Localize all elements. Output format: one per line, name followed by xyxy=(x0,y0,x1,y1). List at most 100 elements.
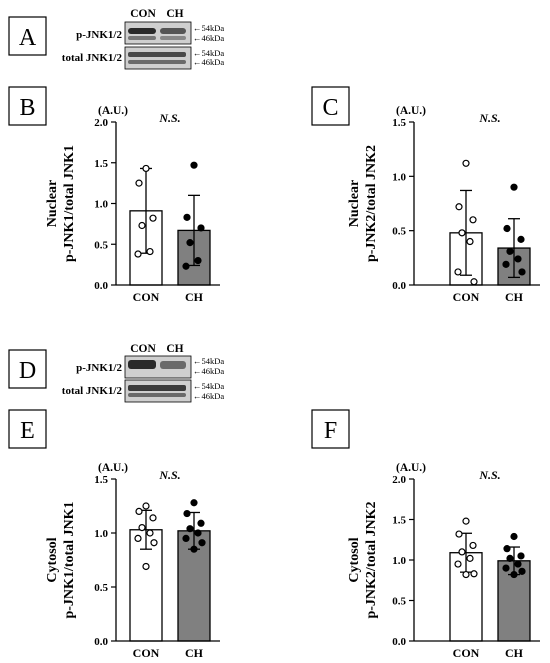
blot-a-con-label: CON xyxy=(130,8,156,20)
svg-text:B: B xyxy=(19,95,35,121)
data-point-con xyxy=(134,534,142,543)
y-tick-label: 1.5 xyxy=(392,117,406,129)
data-point-con xyxy=(458,229,466,237)
western-blot-d: CON CH p-JNK1/2 total JNK1/2 ←54kDa ←46k… xyxy=(62,343,224,403)
y-tick-label: 0.0 xyxy=(392,636,406,648)
data-point-con xyxy=(454,268,462,276)
data-point-ch xyxy=(194,256,202,265)
y-tick-label: 1.0 xyxy=(392,171,406,183)
data-point-con xyxy=(469,541,477,550)
data-point-ch xyxy=(502,564,510,572)
blot-a-band xyxy=(128,28,156,34)
panel-label-f: F xyxy=(311,409,350,449)
data-point-ch xyxy=(183,509,191,518)
y-tick-label: 2.0 xyxy=(392,474,406,486)
error-bar-ch xyxy=(508,218,520,279)
y-tick-label: 1.0 xyxy=(94,199,108,211)
blot-a-marker-54: ←54kDa xyxy=(193,23,224,33)
data-point-ch xyxy=(182,262,190,270)
blot-a-marker-46: ←46kDa xyxy=(193,57,224,67)
y-tick-label: 0.0 xyxy=(94,280,108,292)
data-point-con xyxy=(462,570,470,579)
blot-a-band xyxy=(128,60,186,64)
svg-text:F: F xyxy=(324,418,337,444)
data-point-ch xyxy=(190,545,198,553)
y-axis-title-line1: Cytosol xyxy=(347,537,362,582)
y-tick-label: 1.5 xyxy=(392,515,406,527)
y-tick-label: 0.5 xyxy=(392,226,406,238)
svg-text:C: C xyxy=(322,95,338,121)
data-point-ch xyxy=(506,247,514,255)
data-point-con xyxy=(146,529,154,537)
blot-d-row2-label: total JNK1/2 xyxy=(62,385,123,397)
data-point-ch xyxy=(510,183,518,191)
y-tick-label: 2.0 xyxy=(94,117,108,129)
y-tick-label: 1.5 xyxy=(94,474,108,486)
blot-a-band xyxy=(128,36,156,40)
blot-a-band xyxy=(128,52,186,57)
data-point-con xyxy=(142,502,150,510)
blot-a-band xyxy=(160,36,186,40)
significance-annotation: N.S. xyxy=(478,111,500,125)
data-point-ch xyxy=(197,224,205,232)
data-point-con xyxy=(455,530,463,538)
error-bar-ch xyxy=(188,194,200,267)
error-bar-con xyxy=(460,189,472,276)
panel-label-d: D xyxy=(8,349,47,389)
svg-text:A: A xyxy=(19,25,37,51)
blot-a-membrane-2 xyxy=(124,46,192,70)
y-axis-title-line1: Nuclear xyxy=(347,180,362,227)
unit-label: (A.U.) xyxy=(98,105,128,117)
data-point-ch xyxy=(510,570,518,579)
y-tick-label: 1.0 xyxy=(94,528,108,540)
y-tick-label: 0.0 xyxy=(94,636,108,648)
significance-annotation: N.S. xyxy=(158,111,180,125)
data-point-con xyxy=(135,507,143,515)
x-tick-label: CH xyxy=(185,290,204,304)
data-point-ch xyxy=(518,567,526,575)
x-tick-label: CON xyxy=(133,290,160,304)
data-point-con xyxy=(455,203,463,211)
data-point-con xyxy=(462,159,470,167)
data-point-ch xyxy=(190,161,198,169)
y-tick-label: 1.0 xyxy=(392,555,406,567)
blot-d-band xyxy=(160,361,186,369)
x-tick-label: CON xyxy=(453,646,480,660)
y-tick-label: 0.5 xyxy=(94,239,108,251)
chart-c-nuclear-jnk2: CON CH 0.0 0.5 1.0 1.5(A.U.) N.S. Nuclear p-JNK2… xyxy=(347,105,540,304)
unit-label: (A.U.) xyxy=(98,462,128,474)
data-point-con xyxy=(134,250,142,258)
blot-d-con-label: CON xyxy=(130,343,156,355)
blot-d-ch-label: CH xyxy=(166,343,183,355)
x-tick-label: CH xyxy=(505,646,524,660)
blot-a-row1-label: p-JNK1/2 xyxy=(76,29,122,41)
data-point-con xyxy=(142,562,150,571)
panel-label-a: A xyxy=(8,16,47,56)
data-point-ch xyxy=(510,532,518,541)
data-point-con xyxy=(469,216,477,224)
data-point-ch xyxy=(506,554,514,562)
blot-d-marker-46: ←46kDa xyxy=(193,391,224,401)
significance-annotation: N.S. xyxy=(158,468,180,482)
significance-annotation: N.S. xyxy=(478,468,500,482)
blot-a-band xyxy=(160,28,186,34)
unit-label: (A.U.) xyxy=(396,105,426,117)
blot-d-marker-54: ←54kDa xyxy=(193,356,224,366)
data-point-con xyxy=(142,164,150,173)
y-axis-title-line1: Nuclear xyxy=(45,180,60,227)
panel-label-b: B xyxy=(8,86,47,126)
blot-d-band xyxy=(128,360,156,369)
data-point-con xyxy=(149,214,157,222)
data-point-con xyxy=(135,179,143,187)
y-tick-label: 0.0 xyxy=(392,280,406,292)
data-point-ch xyxy=(194,529,202,537)
y-tick-label: 0.5 xyxy=(392,596,406,608)
svg-text:E: E xyxy=(20,418,35,444)
x-tick-label: CON xyxy=(133,646,160,660)
data-point-con xyxy=(138,523,146,532)
x-tick-label: CH xyxy=(505,290,524,304)
blot-d-row1-label: p-JNK1/2 xyxy=(76,362,122,374)
data-point-ch xyxy=(502,260,510,268)
y-axis-title-line2: p-JNK1/total JNK1 xyxy=(62,145,77,262)
